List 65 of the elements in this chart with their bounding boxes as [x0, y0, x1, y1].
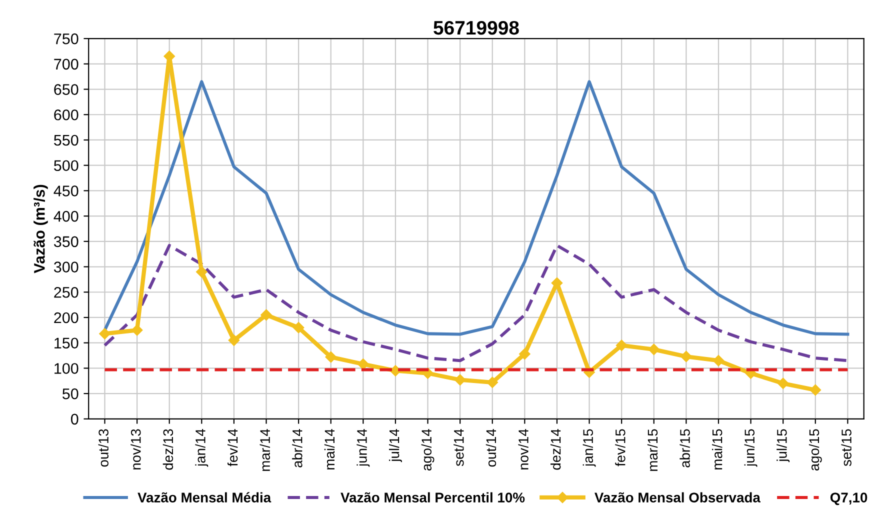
x-tick-label: ago/14: [421, 429, 434, 471]
y-tick-label: 650: [54, 84, 78, 95]
point: [131, 324, 143, 336]
x-tick-label: mar/14: [260, 429, 270, 471]
point: [325, 351, 336, 363]
x-tick-label: set/14: [454, 429, 464, 466]
legend-label: Vazão Mensal Observada: [594, 492, 761, 502]
y-tick-label: 100: [54, 363, 78, 374]
y-tick-label: 150: [54, 338, 78, 349]
y-tick-label: 600: [54, 109, 78, 120]
y-tick-label: 300: [54, 262, 78, 272]
x-tick-label: mai/14: [324, 429, 335, 470]
legend-label: Vazão Mensal Média: [138, 492, 272, 502]
x-tick-label: dez/14: [550, 429, 561, 470]
x-tick-label: ago/15: [808, 429, 822, 471]
y-tick-label: 0: [70, 414, 78, 425]
line-series: [103, 244, 850, 362]
y-tick-label: 50: [62, 388, 78, 400]
point: [99, 328, 110, 340]
x-tick-label: out/14: [486, 429, 496, 467]
point: [648, 344, 660, 356]
x-tick-label: jul/14: [388, 429, 402, 462]
x-tick-label: nov/14: [518, 429, 528, 470]
point: [519, 348, 530, 360]
x-tick-label: fev/15: [615, 429, 626, 466]
x-tick-label: jul/15: [776, 429, 790, 462]
point: [551, 277, 563, 289]
x-tick-label: fev/14: [227, 429, 238, 466]
y-tick-label: 750: [54, 33, 78, 44]
x-tick-label: jun/14: [356, 429, 370, 467]
x-tick-label: mai/15: [712, 429, 722, 470]
x-tick-label: dez/13: [162, 429, 174, 470]
y-tick-label: 350: [54, 236, 78, 248]
x-tick-label: mar/15: [647, 429, 658, 471]
x-tick-label: abr/15: [680, 429, 690, 468]
point: [680, 350, 692, 362]
point: [486, 376, 498, 388]
x-tick-label: jun/15: [744, 429, 758, 467]
x-tick-label: set/15: [841, 429, 852, 466]
y-tick-label: 400: [54, 210, 78, 222]
point: [712, 354, 724, 366]
point: [260, 309, 272, 321]
chart-title: 56719998: [434, 20, 519, 35]
y-tick-label: 250: [54, 286, 78, 298]
point: [228, 334, 240, 346]
y-tick-label: 700: [54, 58, 78, 70]
point: [454, 374, 466, 386]
y-tick-label: 550: [54, 134, 78, 146]
y-axis-title: Vazão (m³/s): [34, 184, 48, 274]
x-tick-label: abr/14: [292, 429, 302, 468]
legend-label: Vazão Mensal Percentil 10%: [340, 492, 525, 502]
point: [777, 378, 789, 390]
y-tick-label: 500: [54, 160, 78, 172]
legend-label: Q7,10: [830, 492, 868, 506]
x-tick-label: jan/15: [582, 429, 596, 467]
point: [810, 384, 822, 396]
y-tick-label: 450: [54, 186, 78, 196]
x-tick-label: out/13: [98, 429, 108, 467]
point: [292, 322, 304, 334]
point: [616, 340, 628, 351]
point: [358, 358, 369, 370]
x-tick-label: nov/13: [130, 429, 141, 470]
x-tick-label: jan/14: [195, 429, 208, 467]
y-tick-label: 200: [54, 312, 78, 324]
point: [196, 266, 208, 278]
